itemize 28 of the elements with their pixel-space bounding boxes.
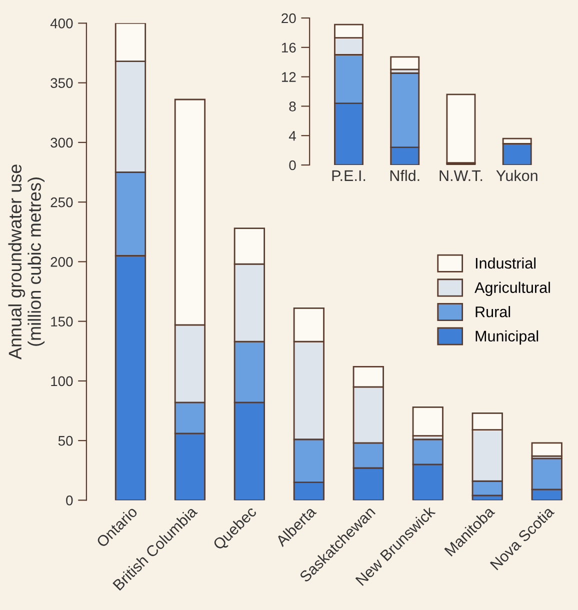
y-tick-label: 0 <box>289 160 296 170</box>
x-tick-label: Yukon <box>496 170 538 182</box>
y-tick-label: 350 <box>50 78 73 88</box>
legend-label: Rural <box>476 306 510 318</box>
y-axis-title: Annual groundwater use (million cubic metres) <box>8 164 45 360</box>
y-tick-label: 8 <box>289 102 296 112</box>
legend-label: Agricultural <box>474 282 550 296</box>
bar <box>390 56 420 70</box>
x-tick-label: N.W.T. <box>440 170 482 181</box>
y-tick-label: 150 <box>51 316 73 326</box>
y-tick-label: 200 <box>50 257 73 267</box>
x-tick-label: P.E.I. <box>332 170 366 181</box>
y-tick-label: 250 <box>50 197 73 208</box>
x-tick-label: Nfld. <box>390 170 420 182</box>
bar <box>446 94 476 164</box>
y-tick-label: 100 <box>51 376 73 386</box>
bar <box>531 442 562 457</box>
y-tick-label: 4 <box>288 131 296 141</box>
legend-label: Municipal <box>476 330 538 345</box>
y-tick-label: 20 <box>282 13 296 24</box>
legend-label: Industrial <box>476 257 536 269</box>
y-tick-label: 12 <box>282 72 296 82</box>
y-tick-label: 0 <box>66 496 73 506</box>
y-tick-label: 400 <box>50 18 73 28</box>
bar <box>412 406 444 436</box>
y-tick-label: 16 <box>282 42 296 53</box>
y-tick-label: 50 <box>58 436 73 446</box>
y-tick-label: 300 <box>50 138 73 148</box>
